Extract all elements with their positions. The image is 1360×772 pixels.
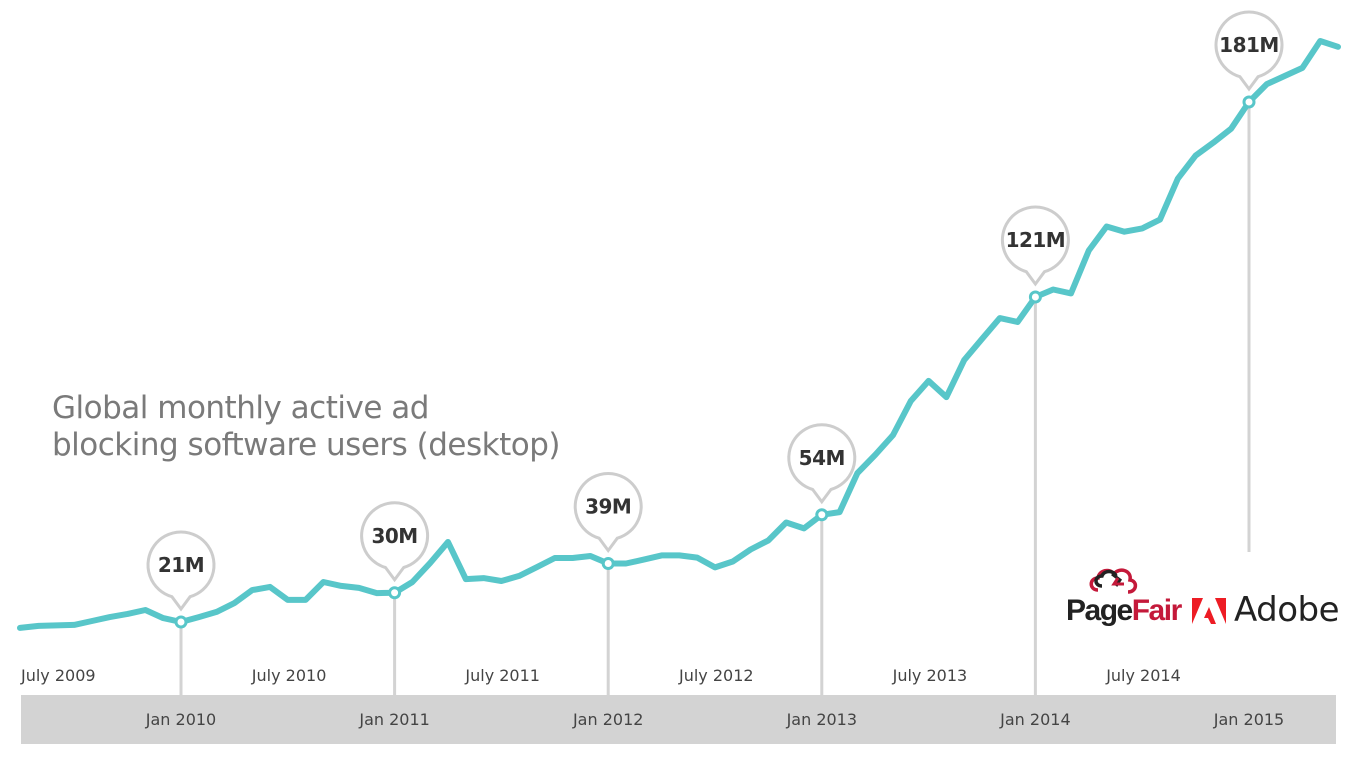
callout-bubble: 30M — [360, 501, 430, 583]
x-tick-top-label: July 2011 — [464, 666, 540, 685]
x-tick-bottom-label: Jan 2010 — [145, 710, 216, 729]
x-tick-top-label: July 2010 — [251, 666, 327, 685]
x-axis-top-labels: July 2009 July 2010 July 2011 July 2012 July… — [20, 666, 1181, 685]
callout-label: 121M — [1006, 228, 1066, 252]
data-point-marker — [601, 557, 615, 570]
callout-bubble: 54M — [787, 423, 857, 505]
callout-bubble: 121M — [1000, 205, 1070, 287]
x-tick-top-label: July 2013 — [892, 666, 968, 685]
data-point-marker — [174, 615, 188, 629]
callout-label: 54M — [799, 446, 845, 470]
callout-bubble-shape — [146, 530, 216, 612]
x-tick-top-label: July 2009 — [20, 666, 96, 685]
series-points — [174, 95, 1256, 629]
chart-title-line-2: blocking software users (desktop) — [52, 427, 561, 463]
x-tick-top-label: July 2014 — [1105, 666, 1181, 685]
callout-bubble: 21M — [146, 530, 216, 612]
callout-bubble: 39M — [573, 471, 643, 554]
data-point-marker — [815, 508, 829, 522]
x-tick-top-label: July 2012 — [678, 666, 754, 685]
x-tick-bottom-label: Jan 2012 — [572, 710, 643, 729]
adobe-wordmark: Adobe — [1234, 590, 1340, 630]
x-axis-bottom-labels: Jan 2010 Jan 2011 Jan 2012 Jan 2013 Jan 2014… — [145, 710, 1284, 729]
callout-label: 21M — [158, 553, 204, 577]
pagefair-logo: PageFair — [1064, 564, 1182, 634]
x-tick-bottom-label: Jan 2014 — [999, 710, 1070, 729]
callout-label: 39M — [585, 495, 631, 519]
data-point-marker — [1242, 95, 1256, 109]
data-point-marker — [388, 586, 402, 600]
chart-title-line-1: Global monthly active ad — [52, 390, 429, 426]
adobe-icon — [1192, 598, 1226, 624]
callout-bubble-shape — [787, 423, 857, 505]
callout-bubble-shape — [1000, 205, 1070, 287]
x-tick-bottom-label: Jan 2011 — [358, 710, 429, 729]
callout-label: 181M — [1219, 33, 1279, 57]
x-axis-band — [21, 695, 1336, 744]
pagefair-wordmark: PageFair — [1066, 594, 1182, 627]
callout-bubble-shape — [360, 501, 430, 583]
callout-bubble: 181M — [1214, 10, 1284, 92]
series-line — [17, 38, 1341, 631]
x-tick-bottom-label: Jan 2015 — [1213, 710, 1284, 729]
pagefair-cloud-icon — [1089, 568, 1138, 594]
chart-title: Global monthly active ad blocking softwa… — [52, 390, 561, 464]
callout-bubble-shape — [1214, 10, 1284, 92]
data-point-marker — [1028, 290, 1042, 304]
callout-stems — [179, 102, 1251, 695]
callout-label: 30M — [371, 524, 417, 548]
callout-bubble-shape — [573, 471, 643, 554]
callouts: 21M 30M 39M 54M 121M 181M — [146, 10, 1284, 612]
x-tick-bottom-label: Jan 2013 — [786, 710, 857, 729]
